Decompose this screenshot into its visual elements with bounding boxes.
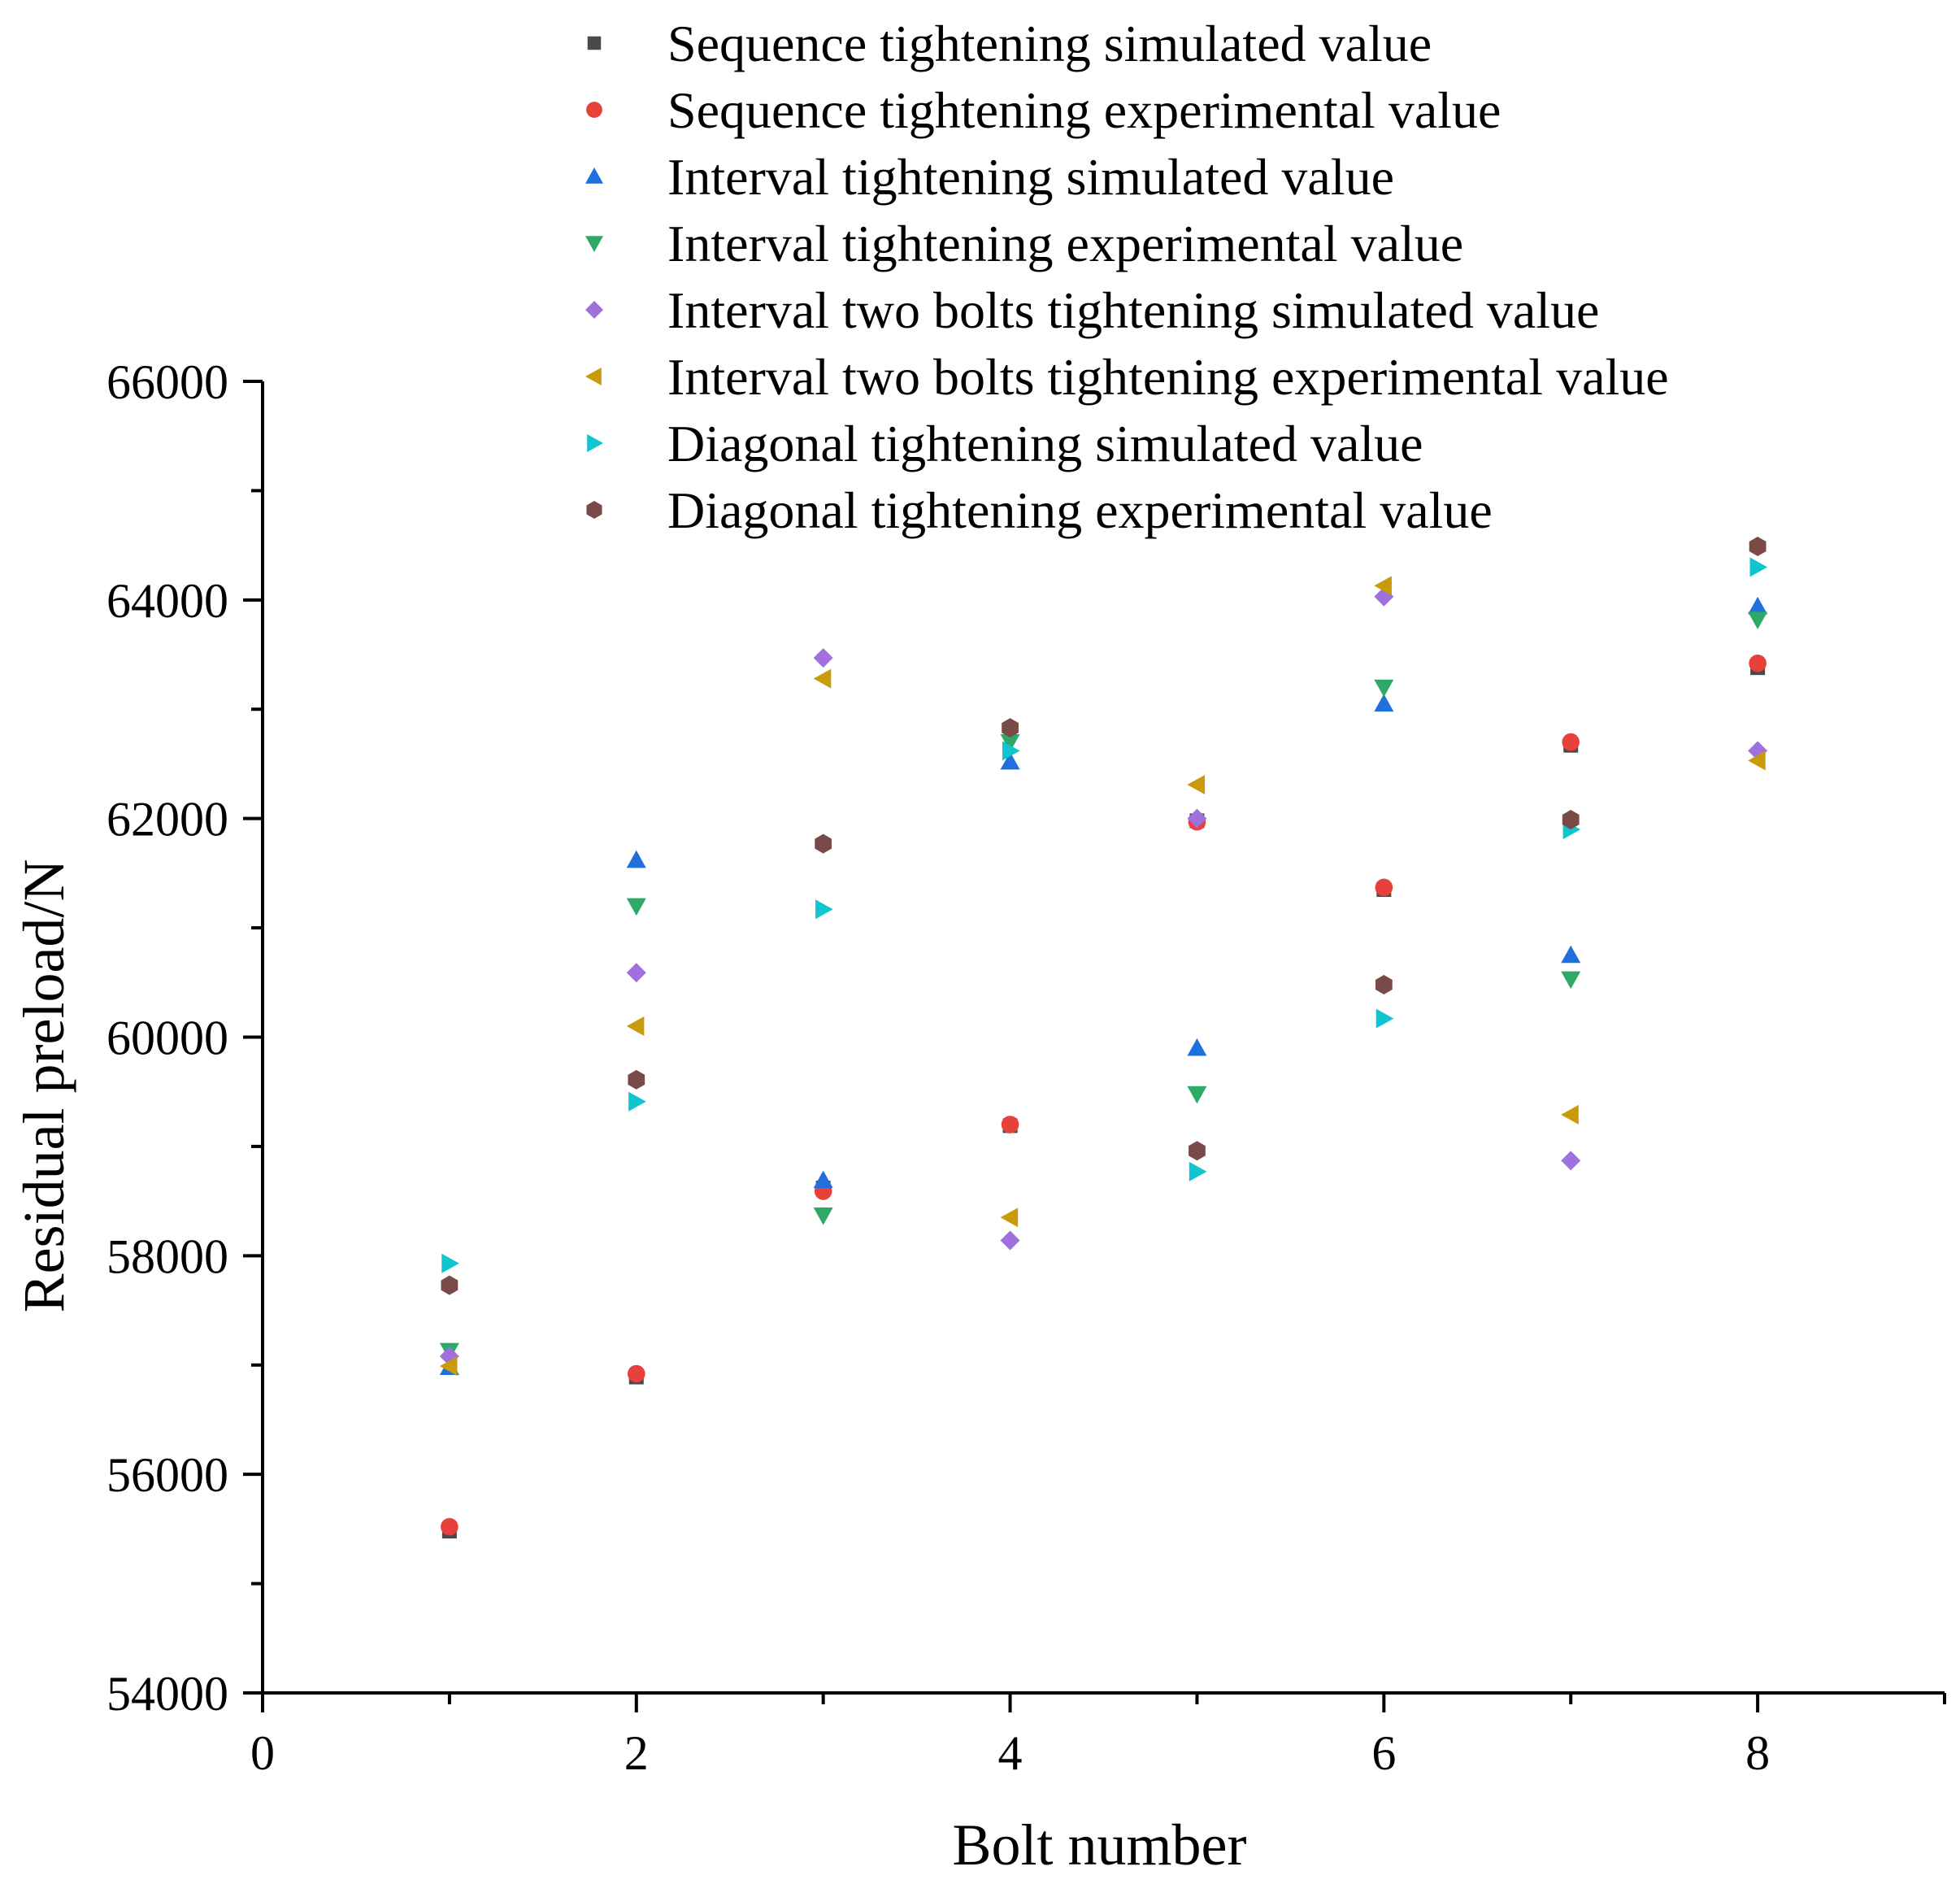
data-point (1374, 576, 1392, 596)
x-tick-label: 8 (1745, 1726, 1770, 1780)
data-point (1749, 654, 1767, 672)
data-point (626, 1016, 645, 1037)
legend-label: Interval tightening simulated value (667, 148, 1394, 206)
data-point (626, 898, 646, 916)
data-point (1748, 596, 1768, 615)
data-points (439, 536, 1768, 1539)
data-point (628, 1091, 646, 1112)
data-point (1375, 878, 1393, 897)
legend-label: Interval tightening experimental value (667, 215, 1463, 272)
x-tick-label: 6 (1371, 1726, 1396, 1780)
legend-label: Interval two bolts tightening simulated … (667, 281, 1599, 339)
data-point (813, 1170, 833, 1189)
data-point (1374, 679, 1394, 698)
data-point (1189, 1141, 1206, 1161)
x-tick-label: 2 (624, 1726, 649, 1780)
data-point (815, 833, 832, 854)
y-tick-label: 58000 (106, 1229, 228, 1283)
legend-label: Diagonal tightening experimental value (667, 481, 1493, 539)
legend-marker (585, 368, 602, 385)
y-tick-label: 60000 (106, 1012, 228, 1065)
data-point (626, 963, 646, 983)
x-tick-label: 4 (998, 1726, 1023, 1780)
legend-marker (585, 236, 603, 252)
data-point (1562, 810, 1580, 830)
legend-label: Sequence tightening simulated value (667, 15, 1432, 72)
data-point (441, 1253, 459, 1273)
legend-marker (587, 434, 603, 452)
data-point (1187, 808, 1207, 829)
data-point (1000, 1230, 1020, 1251)
data-point (1187, 1038, 1207, 1056)
y-tick-label: 66000 (106, 355, 228, 409)
data-point (813, 668, 832, 689)
data-point (1002, 718, 1019, 738)
data-point (1561, 1151, 1581, 1171)
data-point (441, 1275, 458, 1295)
data-point (1561, 945, 1581, 964)
data-point (439, 1356, 458, 1377)
data-point (813, 648, 833, 668)
data-point (1375, 1008, 1394, 1029)
series-8 (441, 536, 1767, 1295)
series-3 (439, 596, 1768, 1376)
data-point (628, 1069, 645, 1090)
axes: 0 2 4 6 8 54000 56000 58000 60000 62000 64000 66000 (106, 355, 1946, 1780)
x-tick-label: 0 (250, 1726, 275, 1780)
legend: Sequence tightening simulated value Seque… (585, 15, 1669, 539)
data-point (1002, 741, 1020, 761)
ticks: 0 2 4 6 8 54000 56000 58000 60000 62000 64000 66000 (106, 355, 1946, 1780)
y-tick-label: 56000 (106, 1448, 228, 1502)
x-axis-title: Bolt number (953, 1812, 1247, 1877)
data-point (1561, 971, 1581, 990)
legend-label: Interval two bolts tightening experiment… (667, 348, 1669, 406)
data-point (1374, 694, 1394, 712)
data-point (1748, 611, 1768, 630)
y-tick-label: 64000 (106, 574, 228, 628)
data-point (1000, 733, 1020, 752)
series-6 (439, 576, 1766, 1377)
data-point (815, 899, 833, 920)
data-point (626, 850, 646, 868)
legend-label: Sequence tightening experimental value (667, 81, 1501, 139)
data-point (1189, 1161, 1207, 1181)
legend-marker (586, 102, 602, 118)
legend-marker (585, 301, 603, 319)
data-point (1187, 774, 1206, 794)
data-point (1375, 974, 1393, 994)
data-point (1749, 536, 1767, 556)
y-tick-label: 54000 (106, 1667, 228, 1721)
data-point (1562, 733, 1580, 751)
legend-marker (585, 168, 603, 184)
y-axis-title: Residual preload/N (11, 859, 76, 1313)
y-tick-label: 62000 (106, 793, 228, 846)
data-point (813, 1207, 833, 1225)
legend-label: Diagonal tightening simulated value (667, 415, 1423, 472)
data-point (441, 1517, 458, 1536)
data-point (1187, 1086, 1207, 1104)
data-point (1000, 1207, 1019, 1228)
data-point (1748, 751, 1766, 771)
legend-marker (587, 36, 602, 50)
data-point (1001, 1116, 1019, 1133)
series-4 (439, 611, 1768, 1361)
data-point (1000, 751, 1020, 770)
data-point (627, 1364, 645, 1383)
data-point (1561, 1104, 1579, 1125)
legend-marker (586, 501, 602, 519)
data-point (1749, 557, 1768, 577)
series-2 (441, 654, 1767, 1536)
